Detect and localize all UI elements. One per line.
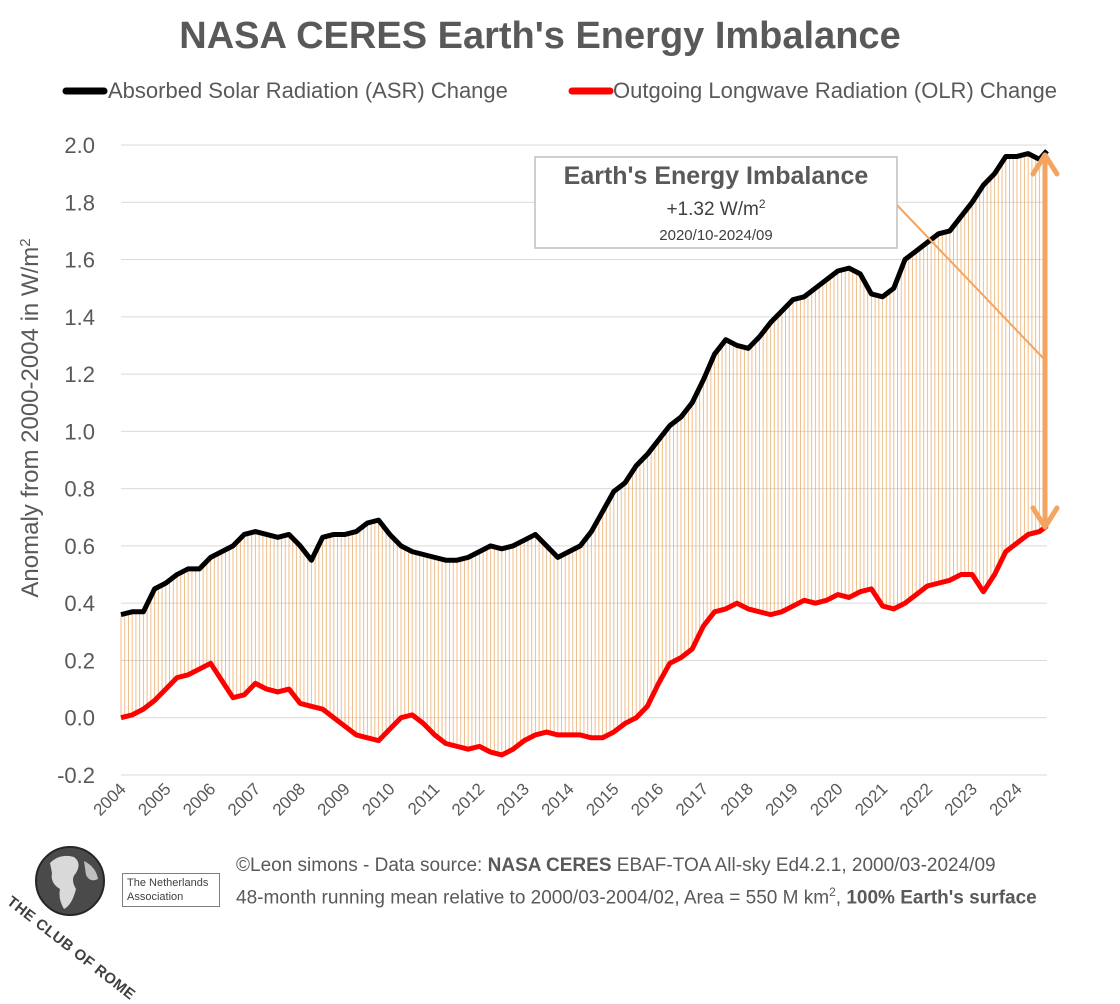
y-tick-label: 0.4 <box>64 591 95 616</box>
association-line1: The Netherlands <box>127 877 209 889</box>
source-credit: ©Leon simons - Data source: NASA CERES E… <box>236 853 1037 911</box>
legend-olr-label: Outgoing Longwave Radiation (OLR) Change <box>613 78 1057 103</box>
y-tick-label: 0.6 <box>64 534 95 559</box>
annotation-value: +1.32 W/m2 <box>666 197 765 220</box>
footer: The Netherlands Association THE CLUB OF … <box>0 835 1120 1004</box>
x-tick-label: 2011 <box>404 779 443 818</box>
y-tick-label: 2.0 <box>64 133 95 158</box>
globe-icon <box>35 846 105 916</box>
annotation-title: Earth's Energy Imbalance <box>564 162 869 190</box>
x-tick-label: 2020 <box>806 779 846 819</box>
y-tick-label: 0.8 <box>64 477 95 502</box>
y-axis: -0.2 0.0 0.2 0.4 0.6 0.8 1.0 1.2 1.4 1.6 1.8 2.0 <box>57 133 95 788</box>
y-tick-label: 1.8 <box>64 190 95 215</box>
imbalance-fill <box>120 150 1048 755</box>
y-tick-label: 1.4 <box>64 305 95 330</box>
imbalance-arrow <box>1030 152 1060 530</box>
x-tick-label: 2017 <box>672 779 712 819</box>
x-tick-label: 2008 <box>269 779 309 819</box>
annotation-period: 2020/10-2024/09 <box>659 227 772 244</box>
x-axis: 2004 2005 2006 2007 2008 2009 2010 2011 2012 2013… <box>90 779 1026 819</box>
x-tick-label: 2004 <box>90 779 130 819</box>
y-tick-label: 1.2 <box>64 362 95 387</box>
y-tick-label: 1.6 <box>64 248 95 273</box>
x-tick-label: 2012 <box>448 779 488 819</box>
x-tick-label: 2024 <box>986 779 1026 819</box>
x-tick-label: 2014 <box>538 779 578 819</box>
credit-line-2: 48-month running mean relative to 2000/0… <box>236 885 1037 909</box>
x-tick-label: 2005 <box>134 779 174 819</box>
legend: Absorbed Solar Radiation (ASR) Change Ou… <box>62 78 1057 103</box>
annotation-box: Earth's Energy Imbalance +1.32 W/m2 2020… <box>534 156 898 249</box>
chart-title: NASA CERES Earth's Energy Imbalance <box>179 15 900 57</box>
credit-line-1: ©Leon simons - Data source: NASA CERES E… <box>236 855 996 876</box>
x-tick-label: 2019 <box>762 779 802 819</box>
x-tick-label: 2022 <box>896 779 936 819</box>
annotation-leader-line <box>894 202 1046 361</box>
legend-asr-label: Absorbed Solar Radiation (ASR) Change <box>108 78 508 103</box>
x-tick-label: 2009 <box>314 779 354 819</box>
y-axis-label: Anomaly from 2000-2004 in W/m2 <box>17 238 45 597</box>
y-tick-label: 0.0 <box>64 706 95 731</box>
x-tick-label: 2007 <box>224 779 264 819</box>
x-tick-label: 2006 <box>179 779 219 819</box>
asr-series-line <box>120 149 1049 618</box>
x-tick-label: 2018 <box>717 779 757 819</box>
x-tick-label: 2015 <box>582 779 622 819</box>
chart: NASA CERES Earth's Energy Imbalance Abso… <box>17 15 1060 820</box>
y-tick-label: 1.0 <box>64 419 95 444</box>
association-line2: Association <box>127 891 184 903</box>
y-tick-label: -0.2 <box>57 763 95 788</box>
olr-series-line <box>120 523 1049 758</box>
x-tick-label: 2021 <box>851 779 891 819</box>
x-tick-label: 2010 <box>358 779 398 819</box>
y-tick-label: 0.2 <box>64 648 95 673</box>
x-tick-label: 2013 <box>493 779 533 819</box>
association-box: The Netherlands Association <box>122 873 220 907</box>
x-tick-label: 2023 <box>941 779 981 819</box>
x-tick-label: 2016 <box>627 779 667 819</box>
club-of-rome-logo: The Netherlands Association THE CLUB OF … <box>4 843 220 1004</box>
